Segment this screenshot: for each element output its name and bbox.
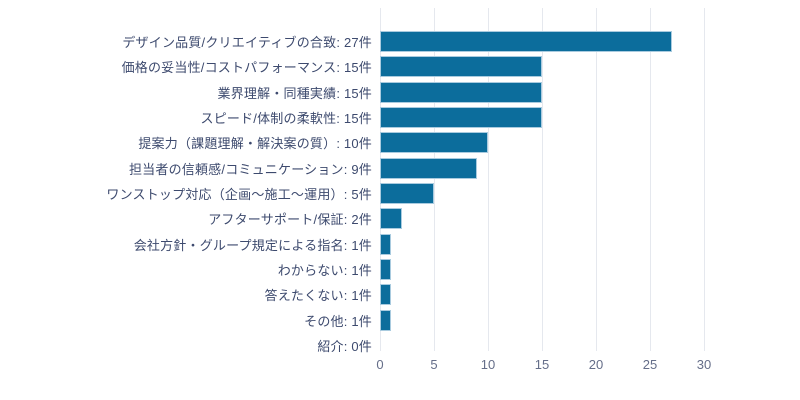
bar: [380, 284, 391, 306]
x-tick-label: 30: [696, 357, 712, 372]
chart-row: 価格の妥当性/コストパフォーマンス: 15件: [0, 54, 800, 79]
chart-row: スピード/体制の柔軟性: 15件: [0, 105, 800, 130]
bar: [380, 157, 478, 179]
chart-row: アフターサポート/保証: 2件: [0, 206, 800, 231]
category-label: わからない: 1件: [277, 263, 372, 279]
chart-row: 担当者の信頼感/コミュニケーション: 9件: [0, 156, 800, 181]
chart-row: わからない: 1件: [0, 257, 800, 282]
x-tick-label: 0: [376, 357, 384, 372]
bar: [380, 56, 542, 78]
chart-row: 提案力（課題理解・解決案の質）: 10件: [0, 130, 800, 155]
chart-row: その他: 1件: [0, 308, 800, 333]
category-label: スピード/体制の柔軟性: 15件: [200, 111, 372, 127]
x-tick-label: 25: [642, 357, 658, 372]
x-tick-label: 10: [480, 357, 496, 372]
chart-row: ワンストップ対応（企画～施工～運用）: 5件: [0, 181, 800, 206]
category-label: 価格の妥当性/コストパフォーマンス: 15件: [121, 60, 372, 76]
gridline: [596, 8, 597, 351]
gridline: [704, 8, 705, 351]
category-label: 提案力（課題理解・解決案の質）: 10件: [138, 136, 372, 152]
gridline: [380, 8, 381, 351]
category-label: その他: 1件: [304, 313, 372, 329]
bar: [380, 183, 434, 205]
x-tick-label: 15: [534, 357, 550, 372]
bar: [380, 309, 391, 331]
bar: [380, 132, 488, 154]
gridline: [542, 8, 543, 351]
bar: [380, 81, 542, 103]
chart-row: 答えたくない: 1件: [0, 282, 800, 307]
category-label: アフターサポート/保証: 2件: [208, 212, 372, 228]
gridline: [488, 8, 489, 351]
category-label: 会社方針・グループ規定による指名: 1件: [133, 237, 372, 253]
chart-row: デザイン品質/クリエイティブの合致: 27件: [0, 29, 800, 54]
gridline: [434, 8, 435, 351]
category-label: デザイン品質/クリエイティブの合致: 27件: [122, 35, 372, 51]
gridline: [650, 8, 651, 351]
bar: [380, 233, 391, 255]
chart-row: 紹介: 0件: [0, 333, 800, 358]
bar: [380, 107, 542, 129]
category-label: 答えたくない: 1件: [264, 288, 372, 304]
bar: [380, 208, 402, 230]
bar: [380, 31, 672, 53]
x-tick-label: 5: [430, 357, 438, 372]
category-label: ワンストップ対応（企画～施工～運用）: 5件: [106, 187, 372, 203]
category-label: 担当者の信頼感/コミュニケーション: 9件: [128, 161, 372, 177]
chart-row: 業界理解・同種実績: 15件: [0, 80, 800, 105]
category-label: 紹介: 0件: [317, 339, 372, 355]
x-tick-label: 20: [588, 357, 604, 372]
category-label: 業界理解・同種実績: 15件: [217, 85, 372, 101]
chart-row: 会社方針・グループ規定による指名: 1件: [0, 232, 800, 257]
bar: [380, 259, 391, 281]
